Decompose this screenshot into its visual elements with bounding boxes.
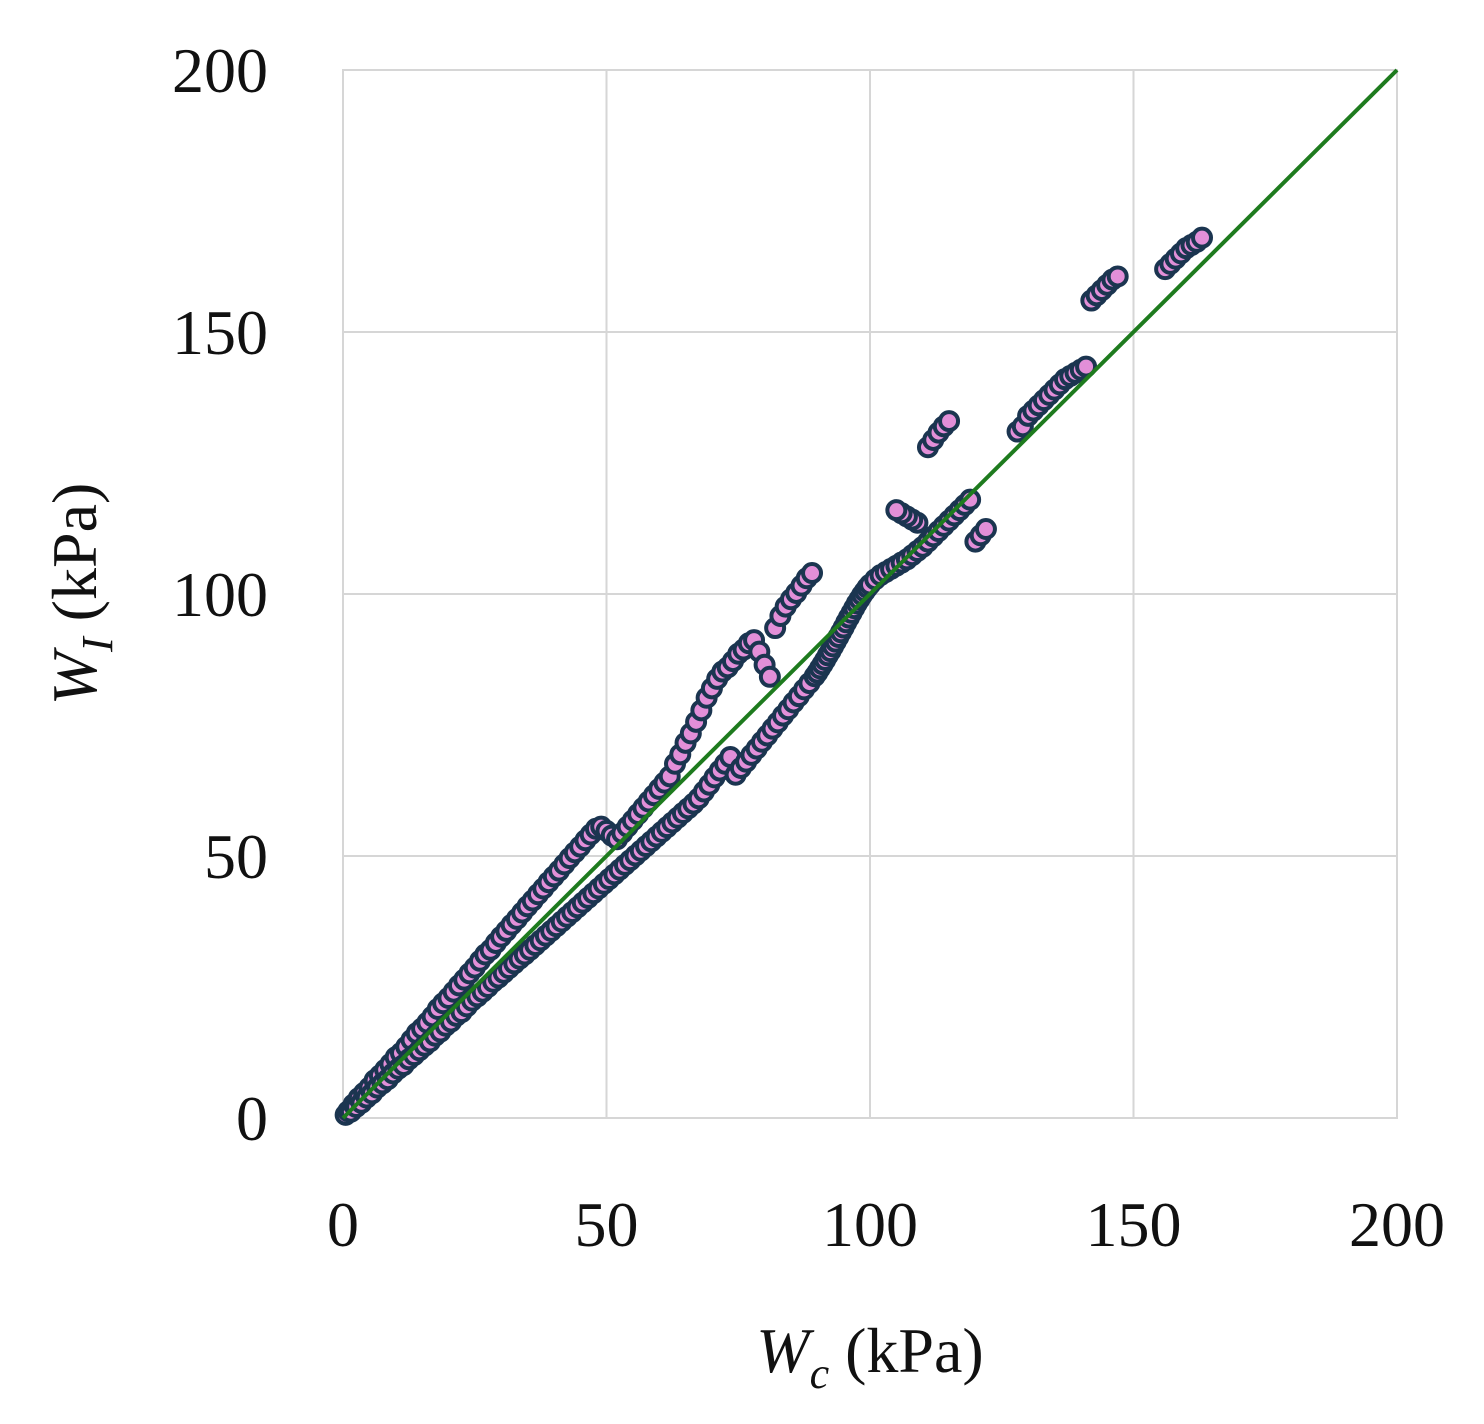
x-tick-label: 150	[1086, 1189, 1182, 1260]
x-tick-label: 200	[1349, 1189, 1445, 1260]
data-point	[758, 665, 781, 688]
y-axis-title-sub: I	[73, 635, 122, 653]
x-tick-label: 50	[575, 1189, 639, 1260]
y-axis-title-unit: (kPa)	[39, 483, 110, 638]
x-tick-label: 0	[327, 1189, 359, 1260]
y-axis-title-var: W	[39, 646, 110, 705]
y-tick-label: 50	[204, 821, 268, 892]
x-tick-labels: 0 50 100 150 200	[327, 1189, 1445, 1260]
y-tick-label: 100	[172, 559, 268, 630]
data-point	[1106, 265, 1129, 288]
y-tick-labels: 0 50 100 150 200	[172, 35, 268, 1154]
data-point	[974, 518, 997, 541]
x-axis-title-unit: (kPa)	[829, 1315, 984, 1386]
reference-line	[341, 68, 1399, 1120]
y-tick-label: 150	[172, 297, 268, 368]
y-tick-label: 200	[172, 35, 268, 106]
x-tick-label: 100	[822, 1189, 918, 1260]
data-point	[1191, 226, 1214, 249]
data-point	[885, 499, 908, 522]
x-axis-title-sub: c	[810, 1349, 830, 1398]
data-point	[801, 562, 824, 585]
data-point	[1075, 355, 1098, 378]
y-axis-title: WI (kPa)	[39, 483, 122, 706]
y-tick-label: 0	[236, 1083, 268, 1154]
plot-area-border	[342, 69, 1398, 1119]
x-axis-title: Wc (kPa)	[756, 1315, 983, 1398]
data-point	[959, 488, 982, 511]
data-point	[938, 410, 961, 433]
x-axis-title-var: W	[756, 1315, 815, 1386]
